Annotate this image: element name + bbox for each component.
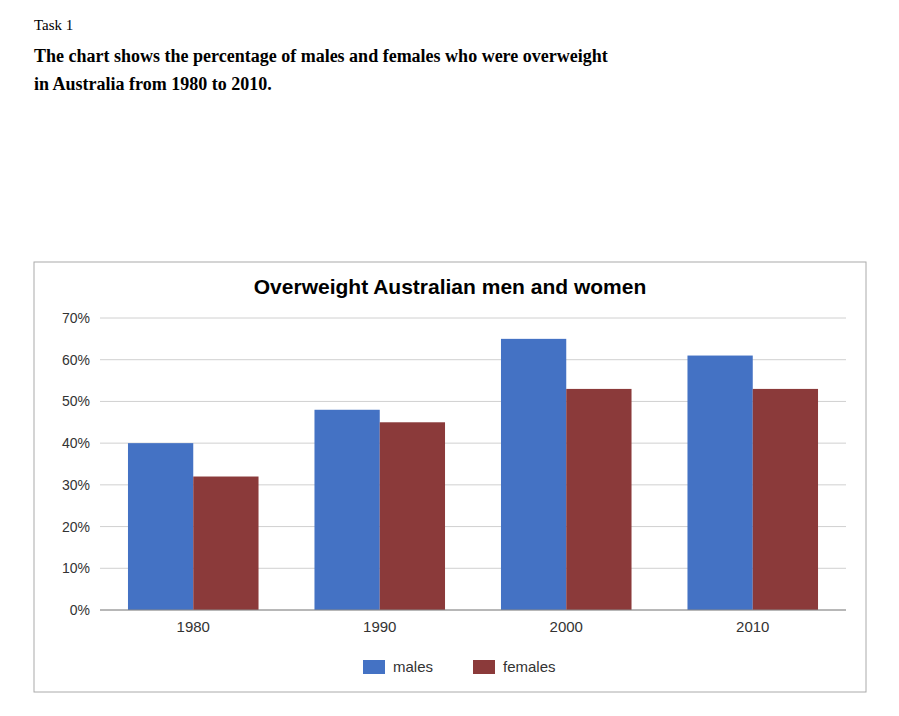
x-tick-label: 1990 bbox=[363, 618, 396, 635]
bar bbox=[380, 422, 445, 610]
y-tick-label: 40% bbox=[62, 435, 90, 451]
description: The chart shows the percentage of males … bbox=[34, 46, 608, 66]
description: in Australia from 1980 to 2010. bbox=[34, 74, 272, 94]
bar bbox=[314, 410, 379, 610]
y-tick-label: 10% bbox=[62, 560, 90, 576]
y-tick-label: 20% bbox=[62, 519, 90, 535]
bar bbox=[501, 339, 566, 610]
bar bbox=[566, 389, 631, 610]
x-axis-line bbox=[100, 610, 846, 611]
x-tick-label: 1980 bbox=[177, 618, 210, 635]
x-tick-label: 2010 bbox=[736, 618, 769, 635]
bars bbox=[128, 339, 818, 610]
chart-svg: Task 1 The chart shows the percentage of … bbox=[0, 0, 899, 716]
legend-label: males bbox=[393, 658, 433, 675]
legend-swatch bbox=[473, 660, 495, 674]
bar bbox=[193, 477, 258, 610]
grid bbox=[100, 318, 846, 610]
x-tick-label: 2000 bbox=[550, 618, 583, 635]
bar bbox=[687, 356, 752, 610]
legend-label: females bbox=[503, 658, 556, 675]
chart-title: Overweight Australian men and women bbox=[254, 275, 646, 298]
chart-border bbox=[34, 262, 866, 692]
y-tick-label: 60% bbox=[62, 352, 90, 368]
legend: males females bbox=[363, 658, 556, 675]
y-tick-label: 50% bbox=[62, 393, 90, 409]
bar bbox=[753, 389, 818, 610]
y-tick-label: 0% bbox=[70, 602, 90, 618]
y-tick-label: 30% bbox=[62, 477, 90, 493]
grid-line bbox=[100, 610, 846, 611]
y-tick-label: 70% bbox=[62, 310, 90, 326]
grid-line bbox=[100, 318, 846, 319]
legend-swatch bbox=[363, 660, 385, 674]
bar bbox=[128, 443, 193, 610]
task-label: Task 1 bbox=[34, 17, 73, 33]
